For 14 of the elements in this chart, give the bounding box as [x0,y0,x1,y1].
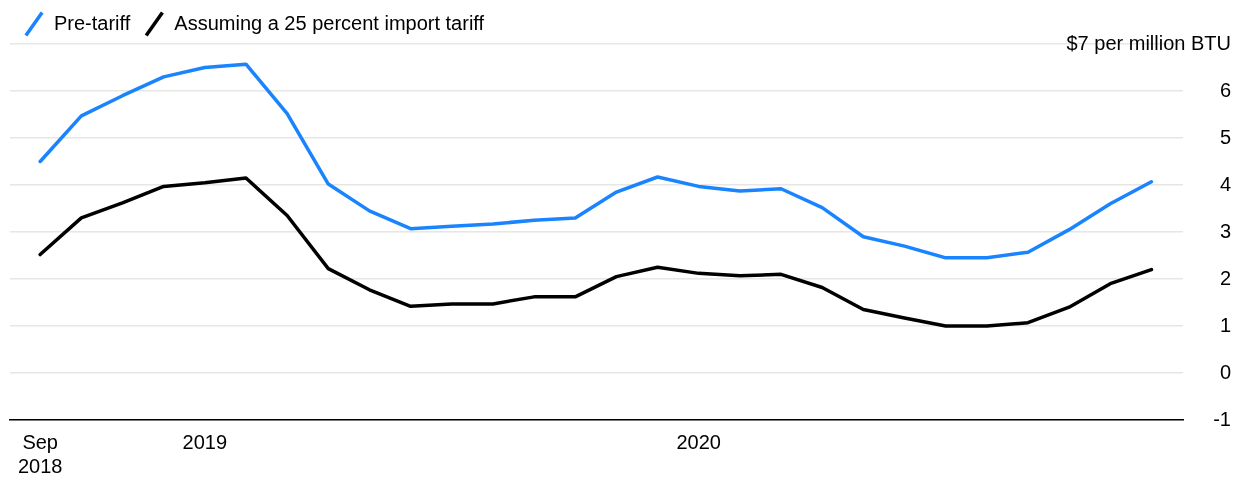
legend-label: Assuming a 25 percent import tariff [174,11,485,34]
y-tick-label: 2 [1219,266,1231,289]
y-tick-label: 3 [1219,219,1231,242]
y-tick-label: $7 per million BTU [1066,31,1231,54]
x-tick-label: 2020 [676,430,721,453]
y-tick-label: 6 [1219,78,1231,101]
y-tick-label: 4 [1219,172,1231,195]
y-tick-label: 5 [1219,125,1231,148]
x-tick-label: Sep 2018 [17,430,63,477]
x-tick-label: 2019 [182,430,228,453]
y-tick-label: 0 [1219,360,1231,383]
y-tick-label: 1 [1219,313,1231,336]
y-tick-label: -1 [1213,407,1231,430]
legend-label: Pre-tariff [54,11,131,34]
